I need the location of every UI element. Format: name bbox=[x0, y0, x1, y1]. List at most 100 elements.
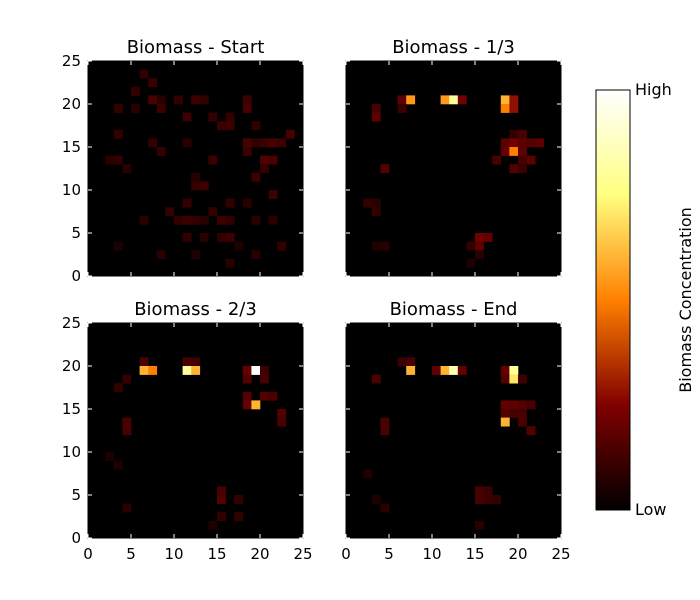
heatmap-cell bbox=[251, 121, 261, 131]
heatmap-cell bbox=[182, 366, 192, 375]
heatmap-cell bbox=[260, 155, 269, 165]
heatmap-cell bbox=[397, 95, 407, 105]
heatmap-cell bbox=[518, 129, 527, 139]
heatmap-cell bbox=[457, 95, 467, 105]
y-tick-label: 20 bbox=[62, 95, 81, 113]
x-tick-label: 20 bbox=[508, 545, 527, 563]
heatmap-cell bbox=[440, 95, 450, 105]
heatmap-cell bbox=[371, 495, 381, 504]
heatmap-cell bbox=[217, 233, 226, 242]
heatmap-cell bbox=[225, 258, 235, 268]
heatmap-cell bbox=[363, 198, 373, 208]
heatmap-cell bbox=[242, 147, 252, 156]
heatmap-cell bbox=[208, 155, 218, 165]
heatmap-cell bbox=[371, 374, 381, 384]
y-axis bbox=[346, 60, 561, 277]
heatmap-cell bbox=[260, 391, 269, 401]
heatmap-cell bbox=[518, 138, 527, 148]
heatmap-cell bbox=[182, 138, 192, 148]
heatmap-cell bbox=[242, 104, 252, 113]
heatmap-cell bbox=[509, 409, 519, 418]
heatmap-cell bbox=[148, 78, 158, 88]
heatmap-cell bbox=[156, 95, 166, 105]
x-tick-label: 5 bbox=[384, 545, 394, 563]
heatmap-cell bbox=[234, 495, 244, 504]
heatmap-cell bbox=[500, 147, 510, 156]
heatmap-cell bbox=[105, 452, 115, 461]
x-tick-label: 20 bbox=[250, 545, 269, 563]
heatmap-cell bbox=[105, 155, 115, 165]
panel-title: Biomass - End bbox=[390, 299, 518, 320]
heatmap-cell bbox=[509, 164, 519, 174]
heatmap-cell bbox=[371, 112, 381, 122]
heatmap-cell bbox=[191, 366, 201, 375]
heatmap-cell bbox=[113, 460, 123, 470]
heatmap-cell bbox=[251, 138, 261, 148]
heatmap-cell bbox=[277, 138, 287, 148]
panel-title: Biomass - 2/3 bbox=[134, 299, 257, 320]
heatmap-cell bbox=[113, 129, 123, 139]
heatmap-cell bbox=[483, 233, 493, 242]
x-tick-label: 25 bbox=[293, 545, 312, 563]
heatmap-cell bbox=[500, 138, 510, 148]
heatmap-cell bbox=[208, 112, 218, 122]
y-tick-label: 25 bbox=[62, 314, 81, 332]
heatmap-cell bbox=[122, 417, 132, 427]
heatmap-cell bbox=[397, 357, 407, 367]
heatmap-cell bbox=[466, 258, 476, 268]
x-tick-label: 10 bbox=[422, 545, 441, 563]
heatmap-cell bbox=[156, 104, 166, 113]
y-axis: 0 5 10 15 20 25 bbox=[62, 314, 303, 547]
heatmap-cell bbox=[122, 164, 132, 174]
y-tick-label: 15 bbox=[62, 400, 81, 418]
heatmap-cell bbox=[475, 233, 484, 242]
y-tick-label: 0 bbox=[71, 267, 81, 285]
heatmap-cell bbox=[199, 181, 209, 191]
x-axis bbox=[345, 61, 562, 276]
heatmap-cell bbox=[268, 138, 278, 148]
plot-frame bbox=[87, 322, 304, 539]
heatmap-cell bbox=[449, 366, 459, 375]
panel-end: Biomass - End 0 5 10 15 20 25 bbox=[341, 299, 570, 563]
heatmap-cell bbox=[483, 486, 493, 496]
heatmap-cell bbox=[148, 138, 158, 148]
x-tick-label: 15 bbox=[465, 545, 484, 563]
colorbar: High Low Biomass Concentration bbox=[595, 80, 695, 519]
heatmap-cell bbox=[225, 215, 235, 225]
heatmap-cell bbox=[500, 417, 510, 427]
heatmap-cell bbox=[156, 250, 166, 260]
heatmap-cell bbox=[217, 495, 226, 504]
heatmap-cell bbox=[225, 198, 235, 208]
heatmap-cell bbox=[242, 391, 252, 401]
heatmap-cell bbox=[518, 400, 527, 410]
x-tick-label: 15 bbox=[207, 545, 226, 563]
heatmap-cell bbox=[251, 400, 261, 410]
heatmap-cells bbox=[363, 357, 536, 530]
heatmap-cell bbox=[113, 104, 123, 113]
heatmap-cell bbox=[242, 374, 252, 384]
x-tick-label: 0 bbox=[341, 545, 351, 563]
heatmap-cell bbox=[234, 241, 244, 251]
heatmap-cell bbox=[526, 426, 536, 436]
heatmap-cell bbox=[500, 104, 510, 113]
heatmap-cell bbox=[242, 366, 252, 375]
heatmap-cell bbox=[225, 233, 235, 242]
heatmap-cell bbox=[475, 486, 484, 496]
heatmap-cell bbox=[191, 172, 201, 182]
panel-start: Biomass - Start 0 5 10 15 20 25 bbox=[62, 37, 304, 285]
heatmap-cell bbox=[526, 400, 536, 410]
heatmap-cell bbox=[371, 198, 381, 208]
heatmap-cell bbox=[182, 357, 192, 367]
heatmap-cell bbox=[191, 95, 201, 105]
heatmap-cell bbox=[268, 215, 278, 225]
heatmap-cell bbox=[380, 417, 390, 427]
x-axis: 0 5 10 15 20 25 bbox=[83, 323, 313, 563]
heatmap-cell bbox=[242, 95, 252, 105]
heatmap-cell bbox=[509, 95, 519, 105]
heatmap-cell bbox=[406, 95, 416, 105]
heatmap-cell bbox=[191, 215, 201, 225]
heatmap-cell bbox=[234, 512, 244, 522]
heatmap-cell bbox=[174, 95, 183, 105]
heatmap-cell bbox=[242, 400, 252, 410]
